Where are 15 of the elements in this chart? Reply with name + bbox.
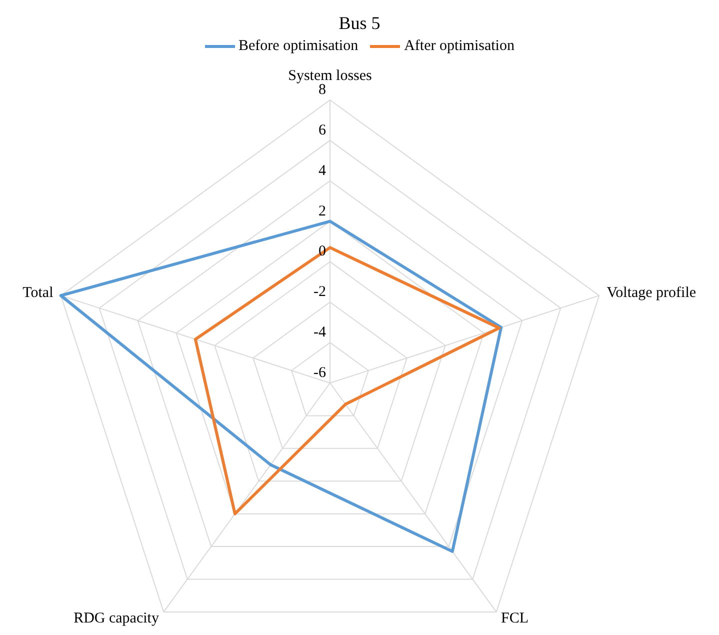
spoke-label: Voltage profile [606,285,696,302]
chart-title: Bus 5 [338,12,382,35]
y-tick-label: -4 [314,324,326,341]
spoke-label: Total [22,285,54,302]
spoke-label: System losses [288,68,372,84]
y-tick-label: 2 [318,203,326,220]
y-tick-label: -6 [314,365,326,381]
y-tick-label: 4 [318,162,326,179]
y-tick-label: 8 [318,82,326,98]
legend-label: Before optimisation [238,38,358,55]
y-tick-label: -2 [314,284,326,300]
spoke-label: FCL [501,610,529,626]
y-tick-label: 6 [318,122,326,138]
spoke-label: RDG capacity [74,610,160,626]
legend-label: After optimisation [404,38,514,55]
